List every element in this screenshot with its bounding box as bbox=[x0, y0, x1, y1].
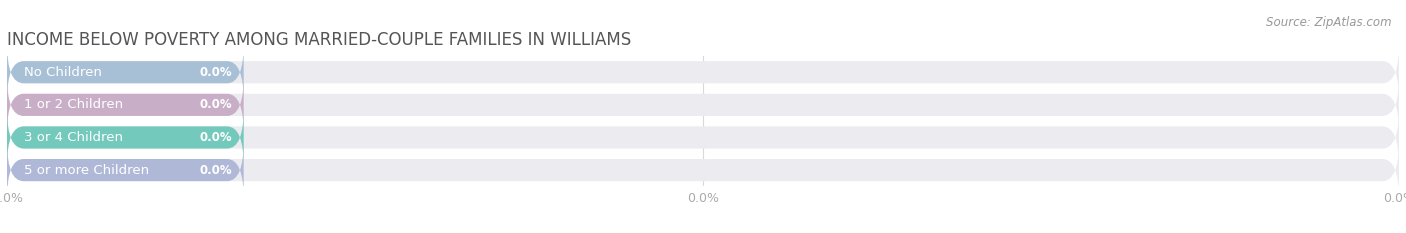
Text: 0.0%: 0.0% bbox=[200, 164, 232, 177]
FancyBboxPatch shape bbox=[7, 142, 1399, 198]
FancyBboxPatch shape bbox=[7, 44, 1399, 100]
FancyBboxPatch shape bbox=[7, 110, 243, 165]
Text: Source: ZipAtlas.com: Source: ZipAtlas.com bbox=[1267, 16, 1392, 29]
Text: 5 or more Children: 5 or more Children bbox=[24, 164, 149, 177]
Text: INCOME BELOW POVERTY AMONG MARRIED-COUPLE FAMILIES IN WILLIAMS: INCOME BELOW POVERTY AMONG MARRIED-COUPL… bbox=[7, 31, 631, 49]
Text: 0.0%: 0.0% bbox=[200, 131, 232, 144]
FancyBboxPatch shape bbox=[7, 77, 243, 133]
Text: 3 or 4 Children: 3 or 4 Children bbox=[24, 131, 122, 144]
FancyBboxPatch shape bbox=[7, 44, 243, 100]
FancyBboxPatch shape bbox=[7, 142, 243, 198]
Text: 0.0%: 0.0% bbox=[200, 66, 232, 79]
FancyBboxPatch shape bbox=[7, 77, 1399, 133]
Text: 1 or 2 Children: 1 or 2 Children bbox=[24, 98, 122, 111]
Text: 0.0%: 0.0% bbox=[200, 98, 232, 111]
FancyBboxPatch shape bbox=[7, 110, 1399, 165]
Text: No Children: No Children bbox=[24, 66, 101, 79]
